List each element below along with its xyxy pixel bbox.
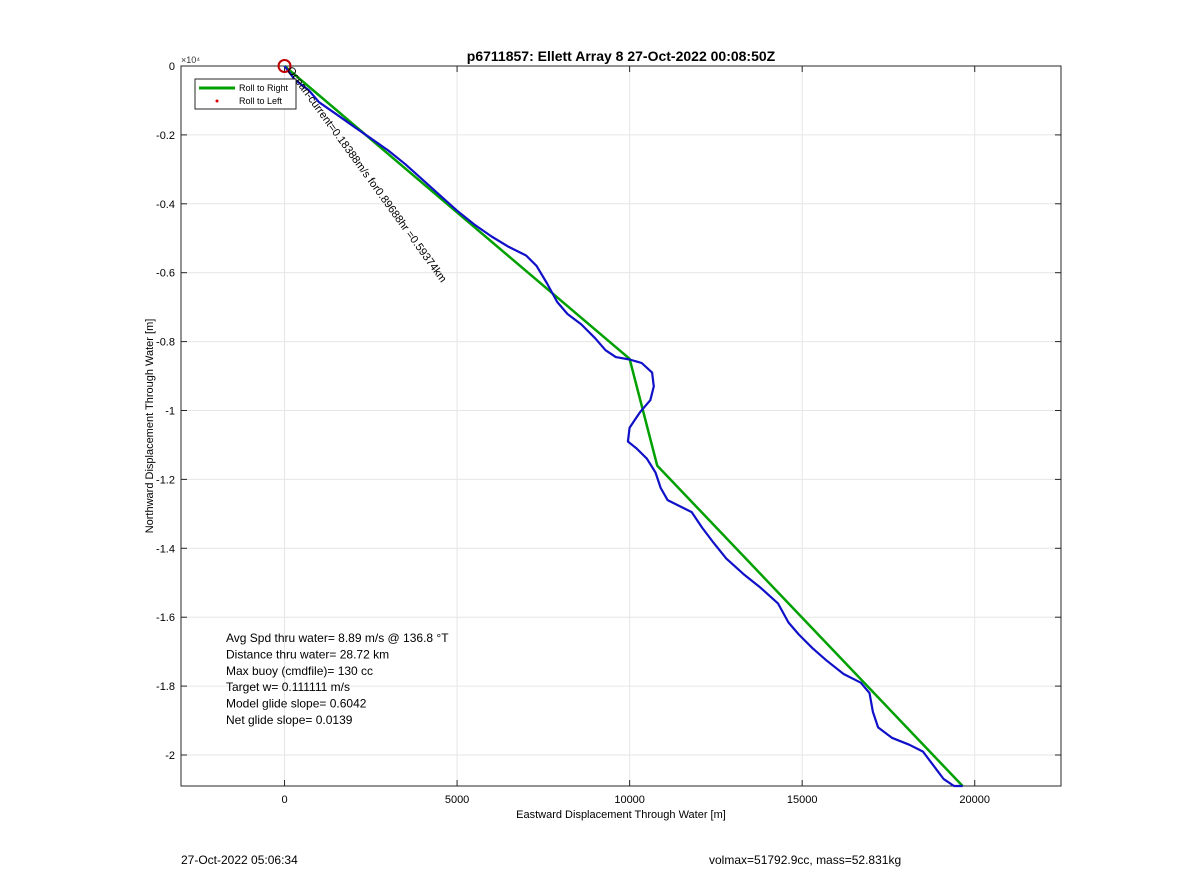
start-marker: [277, 59, 292, 73]
x-tick-label: 15000: [787, 794, 818, 806]
stats-line: Model glide slope= 0.6042: [226, 697, 367, 711]
x-tick-label: 20000: [959, 794, 990, 806]
legend: Roll to Right Roll to Left: [194, 78, 297, 110]
y-tick-label: -1.6: [156, 612, 175, 624]
stats-line: Target w= 0.111111 m/s: [226, 680, 350, 694]
x-tick-label: 0: [281, 794, 287, 806]
x-tick-label: 10000: [614, 794, 645, 806]
legend-label: Roll to Left: [239, 96, 283, 106]
series-line-roll-right: [283, 65, 964, 787]
y-tick-label: -0.6: [156, 268, 175, 280]
y-tick-label: -2: [165, 750, 175, 762]
footer-timestamp: 27-Oct-2022 05:06:34: [181, 853, 298, 867]
stats-line: Max buoy (cmdfile)= 130 cc: [226, 664, 373, 678]
x-axis-label: Eastward Displacement Through Water [m]: [516, 809, 726, 821]
stats-block: Avg Spd thru water= 8.89 m/s @ 136.8 °T D…: [226, 631, 449, 727]
y-tick-label: -1.4: [156, 543, 175, 555]
footer-mass-info: volmax=51792.9cc, mass=52.831kg: [709, 853, 902, 867]
axis-ticks: 0 5000 10000 15000 20000 0 -0.2 -0.4 -0.6 -0.8 -1 -…: [156, 61, 1061, 806]
y-axis-exponent: ×10⁴: [181, 55, 200, 65]
y-tick-label: 0: [169, 61, 175, 73]
x-tick-label: 5000: [445, 794, 469, 806]
y-tick-label: -0.8: [156, 337, 175, 349]
y-tick-label: -1.2: [156, 474, 175, 486]
stats-line: Net glide slope= 0.0139: [226, 713, 353, 727]
legend-swatch-dot: [215, 99, 219, 103]
stats-line: Avg Spd thru water= 8.89 m/s @ 136.8 °T: [226, 631, 449, 645]
y-tick-label: -0.4: [156, 199, 175, 211]
y-axis-label: Northward Displacement Through Water [m]: [144, 319, 156, 534]
series-group: [283, 65, 964, 788]
y-tick-label: -0.2: [156, 130, 175, 142]
chart-title: p6711857: Ellett Array 8 27-Oct-2022 00:…: [467, 48, 776, 64]
legend-label: Roll to Right: [239, 83, 289, 93]
plot-area: [181, 66, 1061, 786]
legend-box: [194, 78, 297, 110]
plot-frame: [180, 65, 1062, 787]
series-line-trajectory: [283, 65, 963, 788]
stats-line: Distance thru water= 28.72 km: [226, 647, 389, 661]
y-tick-label: -1.8: [156, 681, 175, 693]
y-tick-label: -1: [165, 405, 175, 417]
